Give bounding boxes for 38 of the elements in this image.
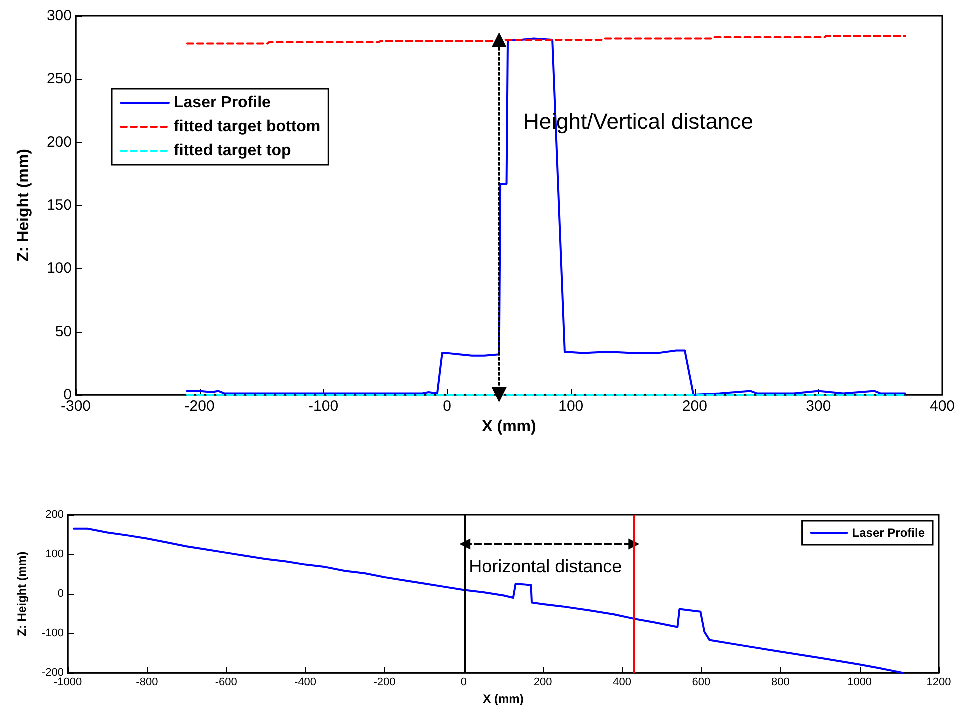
x-axis-title: X (mm) [483,692,524,706]
y-tick-label: 50 [55,323,72,340]
y-tick-label: -100 [42,628,64,640]
y-tick-label: 0 [58,588,64,600]
x-tick-label: 1000 [848,676,872,689]
x-tick-label: 200 [682,398,708,415]
x-tick-label: 0 [460,676,467,689]
x-tick-label: 600 [692,676,711,689]
x-tick-label: 0 [443,398,452,415]
legend-label: fitted target bottom [174,118,321,136]
x-tick-label: 1200 [926,676,952,689]
x-tick-label: -200 [374,676,396,689]
y-tick-label: 100 [46,260,72,278]
y-axis-title: Z: Height (mm) [15,552,29,636]
x-tick-label: -1000 [54,676,82,689]
x-tick-label: 400 [930,398,955,415]
y-tick-label: 100 [46,548,64,561]
x-tick-label: -200 [184,398,215,415]
y-tick-label: 250 [46,70,72,88]
x-tick-label: 800 [771,676,790,689]
x-tick-label: -600 [215,676,238,689]
y-tick-label: 150 [46,197,72,214]
x-tick-label: -400 [294,676,317,689]
y-tick-label: 300 [46,8,72,24]
legend-label: Laser Profile [174,94,272,112]
x-tick-label: -100 [308,398,339,415]
x-tick-label: 300 [806,398,832,415]
annotation: Horizontal distance [469,556,622,577]
legend-label: Laser Profile [852,526,926,540]
legend-label: fitted target top [174,142,292,160]
x-axis-title: X (mm) [482,418,536,436]
x-tick-label: 100 [558,398,584,415]
x-tick-label: -800 [136,676,158,689]
y-axis-title: Z: Height (mm) [16,149,32,262]
x-tick-label: 400 [613,676,632,689]
y-tick-label: 200 [46,134,72,151]
x-tick-label: 200 [534,676,552,689]
y-tick-label: 200 [46,509,64,521]
